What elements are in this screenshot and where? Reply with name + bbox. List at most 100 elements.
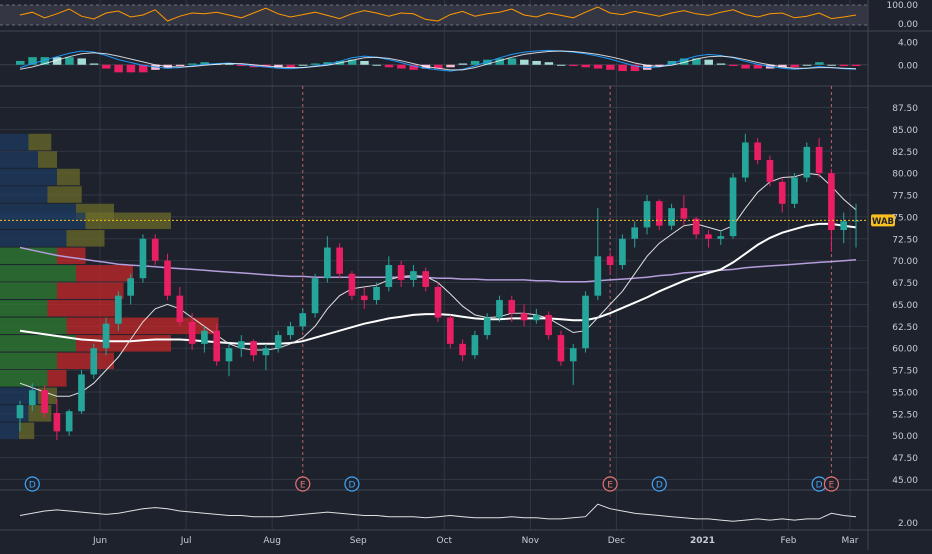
candle-body[interactable] bbox=[188, 321, 196, 344]
volume-profile-bar bbox=[0, 212, 86, 230]
candle-body[interactable] bbox=[225, 348, 233, 362]
candle-body[interactable] bbox=[373, 286, 380, 301]
macd-histogram-bar bbox=[827, 64, 836, 66]
candle-body[interactable] bbox=[176, 295, 184, 322]
candle-body[interactable] bbox=[496, 300, 503, 318]
earnings-marker[interactable]: E bbox=[295, 476, 311, 492]
macd-signal-line[interactable] bbox=[19, 50, 857, 71]
candle-body[interactable] bbox=[803, 146, 811, 178]
candle-body[interactable] bbox=[213, 330, 221, 362]
candle-body[interactable] bbox=[385, 265, 393, 287]
candle-body[interactable] bbox=[139, 238, 147, 279]
candle-body[interactable] bbox=[28, 390, 36, 406]
candle-body[interactable] bbox=[262, 348, 270, 356]
candle-body[interactable] bbox=[237, 341, 245, 349]
macd-histogram-bar bbox=[556, 64, 566, 66]
rsi-line[interactable] bbox=[19, 6, 857, 22]
candle-body[interactable] bbox=[151, 238, 159, 261]
candle-body[interactable] bbox=[324, 247, 331, 279]
earnings-marker-circle bbox=[295, 476, 311, 492]
price-axis-tick-label: 50.00 bbox=[892, 432, 918, 442]
candle-body[interactable] bbox=[828, 173, 835, 231]
candle-body[interactable] bbox=[53, 412, 61, 432]
price-panel[interactable]: WAB bbox=[0, 133, 895, 441]
candle-body[interactable] bbox=[717, 236, 725, 239]
dividend-marker[interactable]: D bbox=[24, 476, 40, 492]
candle-body[interactable] bbox=[115, 295, 122, 324]
candle-body[interactable] bbox=[164, 260, 171, 296]
candle-body[interactable] bbox=[533, 314, 540, 321]
candle-body[interactable] bbox=[102, 323, 110, 349]
dividend-marker[interactable]: D bbox=[651, 476, 667, 492]
candle-body[interactable] bbox=[422, 271, 430, 287]
candle-body[interactable] bbox=[791, 177, 798, 204]
candle-body[interactable] bbox=[705, 234, 712, 239]
candle-body[interactable] bbox=[397, 265, 405, 280]
candle-body[interactable] bbox=[410, 271, 417, 280]
candle-body[interactable] bbox=[557, 335, 565, 362]
volatility-panel[interactable] bbox=[19, 503, 857, 522]
candle-body[interactable] bbox=[471, 335, 479, 356]
candle-body[interactable] bbox=[65, 411, 73, 432]
candle-body[interactable] bbox=[655, 201, 663, 226]
candle-body[interactable] bbox=[299, 313, 307, 327]
candle-body[interactable] bbox=[274, 335, 282, 349]
candle-body[interactable] bbox=[742, 142, 749, 178]
price-axis-tick-label: 47.50 bbox=[892, 454, 918, 464]
candle-body[interactable] bbox=[459, 343, 466, 356]
volatility-line[interactable] bbox=[19, 503, 857, 522]
price-axis-tick-label: 70.00 bbox=[892, 257, 918, 267]
macd-line[interactable] bbox=[19, 49, 857, 72]
candle-body[interactable] bbox=[643, 201, 651, 228]
candle-body[interactable] bbox=[840, 221, 848, 231]
candle-body[interactable] bbox=[815, 146, 823, 174]
candle-body[interactable] bbox=[680, 208, 688, 219]
candle-body[interactable] bbox=[127, 278, 134, 296]
candle-body[interactable] bbox=[250, 341, 257, 356]
candle-body[interactable] bbox=[508, 300, 516, 314]
earnings-marker[interactable]: E bbox=[823, 476, 840, 492]
candle-body[interactable] bbox=[594, 256, 602, 296]
candle-body[interactable] bbox=[766, 160, 774, 182]
price-axis-tick-label: 72.50 bbox=[892, 235, 918, 245]
candle-body[interactable] bbox=[619, 238, 626, 266]
candle-body[interactable] bbox=[90, 348, 98, 375]
candle-body[interactable] bbox=[606, 256, 614, 266]
dividend-marker-label: D bbox=[656, 481, 663, 491]
candle-body[interactable] bbox=[287, 326, 294, 336]
candle-body[interactable] bbox=[545, 314, 552, 336]
candle-body[interactable] bbox=[434, 286, 442, 318]
macd-histogram-bar bbox=[532, 60, 541, 65]
candle-body[interactable] bbox=[668, 208, 675, 226]
candle-body[interactable] bbox=[348, 273, 356, 296]
candle-body[interactable] bbox=[336, 247, 343, 274]
macd-histogram-bar bbox=[372, 64, 382, 66]
candle-body[interactable] bbox=[483, 317, 491, 336]
candle-body[interactable] bbox=[360, 295, 368, 301]
candle-body[interactable] bbox=[729, 177, 737, 237]
candle-body[interactable] bbox=[631, 227, 639, 239]
candle-body[interactable] bbox=[520, 313, 528, 321]
earnings-marker-circle bbox=[602, 476, 618, 492]
macd-panel[interactable] bbox=[0, 49, 868, 73]
candle-body[interactable] bbox=[754, 142, 761, 161]
candle-body[interactable] bbox=[569, 348, 577, 362]
candle-body[interactable] bbox=[16, 405, 24, 419]
candle-body[interactable] bbox=[78, 374, 85, 412]
candle-body[interactable] bbox=[692, 218, 700, 235]
dividend-marker[interactable]: D bbox=[344, 476, 360, 492]
candle-body[interactable] bbox=[311, 278, 319, 314]
earnings-marker[interactable]: E bbox=[602, 476, 618, 492]
rsi-panel[interactable] bbox=[0, 4, 868, 26]
candle-body[interactable] bbox=[778, 181, 786, 204]
candle-body[interactable] bbox=[446, 317, 454, 344]
symbol-price-tag[interactable] bbox=[871, 214, 895, 227]
candle-body[interactable] bbox=[582, 295, 589, 349]
volatility-axis-label: 2.00 bbox=[898, 519, 918, 529]
macd-histogram-bar bbox=[434, 64, 443, 69]
candle-body[interactable] bbox=[201, 330, 208, 344]
candle-body[interactable] bbox=[41, 390, 48, 413]
